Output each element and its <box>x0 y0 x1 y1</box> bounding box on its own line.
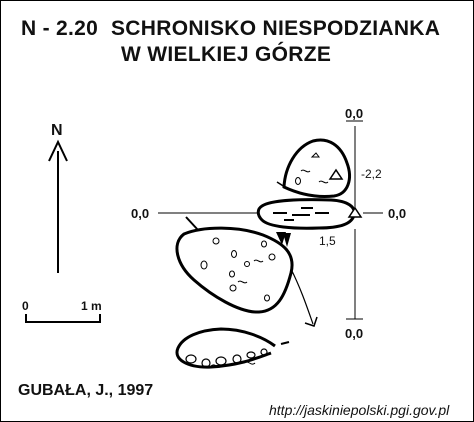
survey-code: N - 2.20 <box>21 17 99 40</box>
level-label-top: 0,0 <box>345 106 364 121</box>
author-credit: GUBAŁA, J., 1997 <box>18 382 154 399</box>
exit-arrow-icon <box>290 268 318 327</box>
lower-chamber <box>175 327 290 369</box>
level-label-left: 0,0 <box>131 206 150 221</box>
entrance-passage <box>256 198 363 230</box>
scale-label-start: 0 <box>22 299 29 313</box>
scale-bar <box>25 314 101 323</box>
cave-name-line1: SCHRONISKO NIESPODZIANKA <box>111 17 441 40</box>
scale-label-end: 1 m <box>81 299 102 313</box>
cave-name-line2: W WIELKIEJ GÓRZE <box>121 43 332 66</box>
depth-label-entrance: 1,5 <box>319 234 336 248</box>
level-label-bottom: 0,0 <box>345 326 364 341</box>
source-url: http://jaskiniepolski.pgi.gov.pl <box>269 402 450 418</box>
upper-chamber <box>276 138 351 198</box>
main-chamber <box>175 216 294 314</box>
level-label-right: 0,0 <box>388 206 407 221</box>
depth-label-upper: -2,2 <box>361 167 382 181</box>
north-arrow-icon <box>48 139 68 273</box>
north-label: N <box>51 122 63 139</box>
